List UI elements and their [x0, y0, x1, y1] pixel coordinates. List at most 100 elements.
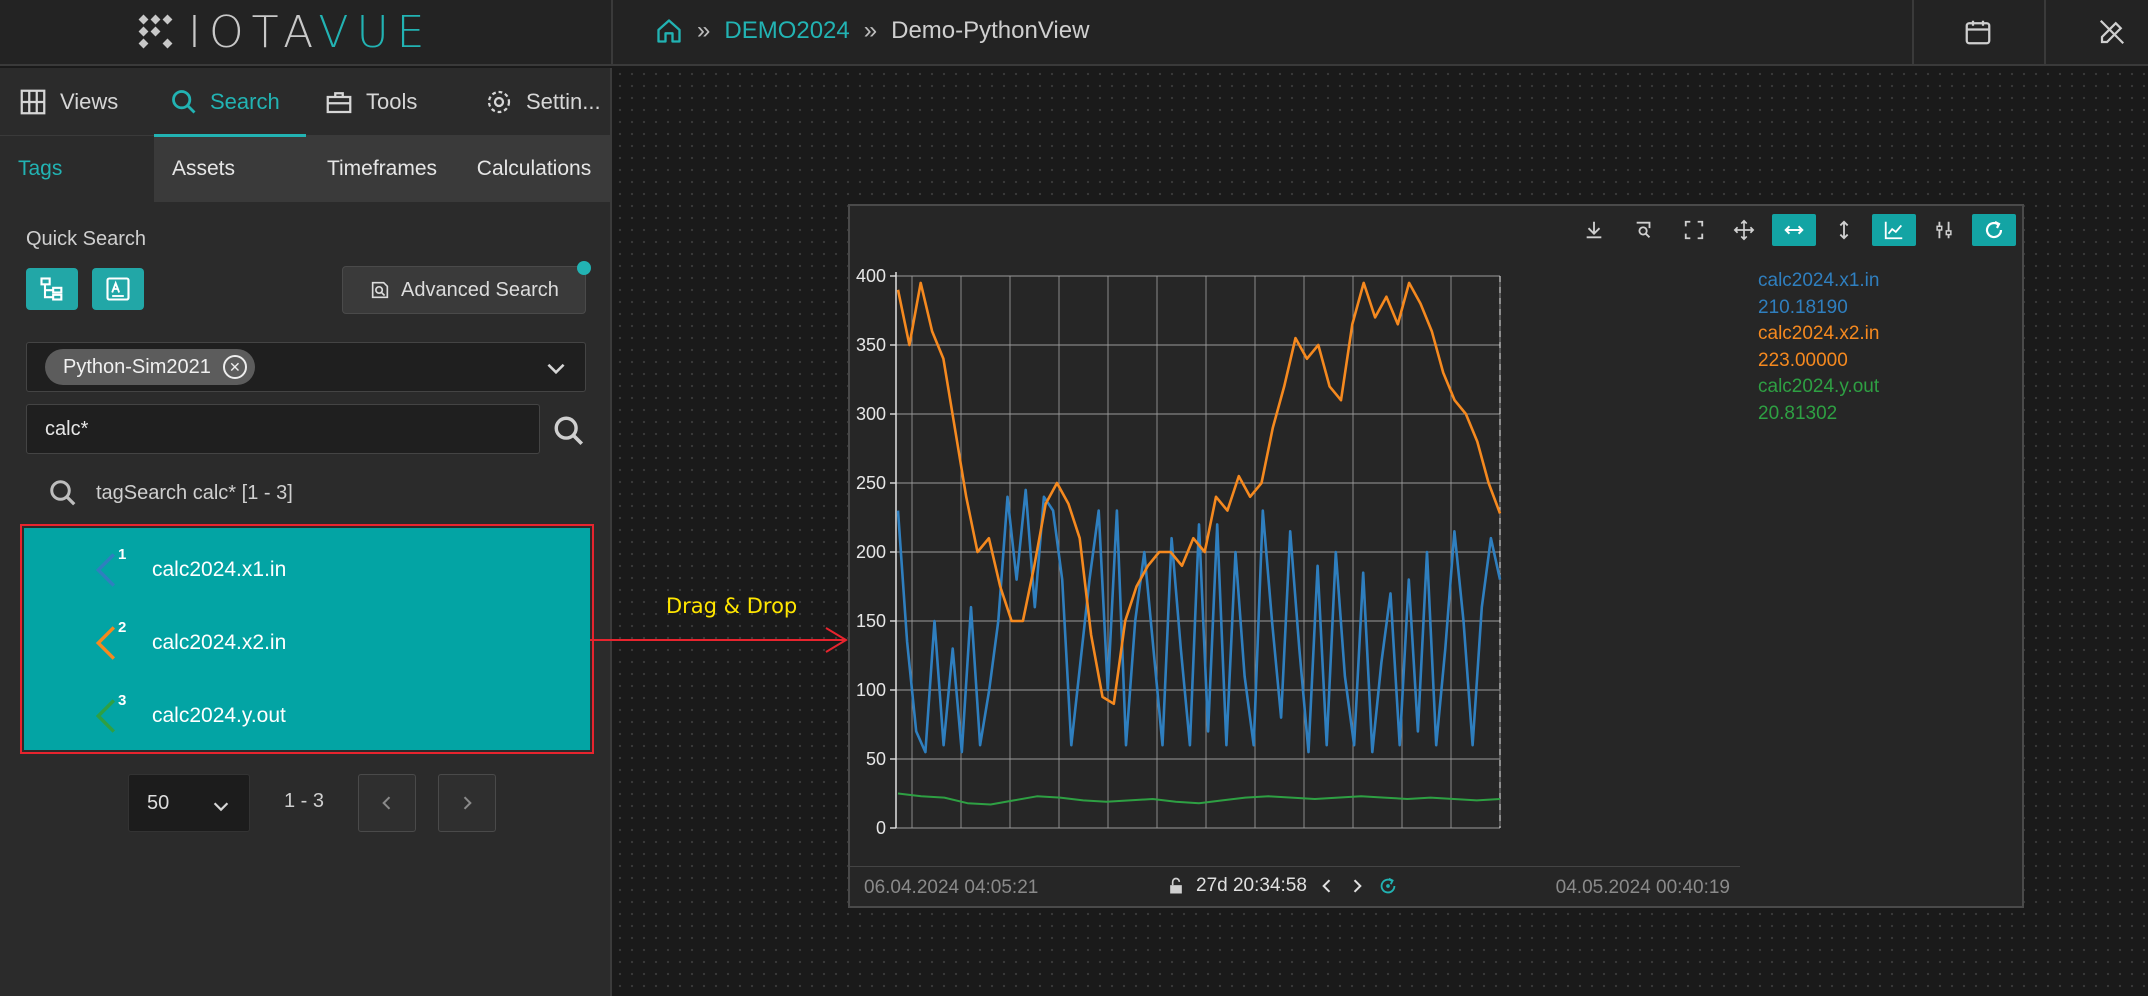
header-divider: [2044, 0, 2046, 66]
legend-series-value: 20.81302: [1758, 402, 1838, 424]
subtab-assets[interactable]: Assets: [154, 136, 306, 202]
y-tick-label: 50: [866, 749, 886, 769]
subtab-tags[interactable]: Tags: [0, 136, 154, 202]
sub-tabs: Tags Assets Timeframes Calculations: [0, 136, 610, 202]
chevron-left-icon: [382, 796, 391, 810]
y-tick-label: 250: [856, 473, 886, 493]
tag-label: calc2024.y.out: [152, 704, 286, 727]
logo-mark-icon: [138, 14, 173, 49]
legend-series-name[interactable]: calc2024.x2.in: [1758, 323, 1880, 344]
tree-view-button[interactable]: [26, 268, 78, 310]
notification-dot: [577, 261, 591, 275]
refresh-icon[interactable]: [1377, 875, 1399, 897]
series-line-3: [897, 792, 1501, 806]
calendar-button[interactable]: [1956, 12, 2000, 52]
move-icon: [1733, 219, 1755, 241]
text-box-icon: [106, 277, 130, 301]
tab-views[interactable]: Views: [0, 68, 154, 136]
grid-icon: [20, 89, 46, 115]
time-end: 04.05.2024 00:40:19: [1555, 877, 1730, 898]
tag-diamond-icon: [95, 553, 116, 587]
zoom-x-button[interactable]: [1772, 214, 1816, 246]
tag-number: 2: [118, 619, 127, 636]
text-search-button[interactable]: [92, 268, 144, 310]
y-tick-label: 150: [856, 611, 886, 631]
advanced-search-icon: [371, 281, 389, 299]
legend-series-name[interactable]: calc2024.x1.in: [1758, 270, 1880, 291]
tag-label: calc2024.x2.in: [152, 631, 287, 654]
fullscreen-button[interactable]: [1672, 214, 1716, 246]
page-size-select[interactable]: 50: [128, 774, 250, 832]
breadcrumb-link[interactable]: DEMO2024: [724, 17, 850, 44]
source-chip: Python-Sim2021 ✕: [45, 349, 255, 385]
home-icon[interactable]: [655, 17, 683, 45]
zoom-area-icon: [1636, 221, 1651, 238]
app-logo[interactable]: IOTAVUE: [138, 7, 432, 58]
y-tick-label: 400: [856, 266, 886, 286]
zoom-select-button[interactable]: [1622, 214, 1666, 246]
quick-search-label: Quick Search: [26, 228, 147, 250]
arrow-vertical-icon: [1839, 220, 1849, 240]
list-item[interactable]: 3 calc2024.y.out: [24, 678, 590, 750]
chevron-right-icon[interactable]: [1347, 876, 1367, 896]
search-input[interactable]: [26, 404, 540, 454]
edit-mode-button[interactable]: [2090, 12, 2134, 52]
tab-search[interactable]: Search: [154, 68, 306, 137]
time-start: 06.04.2024 04:05:21: [864, 877, 1039, 898]
chart-widget[interactable]: 0 50 100 150 200 250 300 350 400 calc2024.x1.in 2…: [848, 204, 2024, 908]
subtab-timeframes[interactable]: Timeframes: [306, 136, 458, 202]
chip-remove-icon[interactable]: ✕: [222, 355, 247, 379]
auto-refresh-button[interactable]: [1972, 214, 2016, 246]
download-button[interactable]: [1572, 214, 1616, 246]
chevron-left-icon[interactable]: [1317, 876, 1337, 896]
prev-page-button[interactable]: [358, 774, 416, 832]
advanced-search-button[interactable]: Advanced Search: [342, 261, 591, 314]
logo-text: IOTAVUE: [188, 6, 433, 58]
arrow-horizontal-icon: [1784, 225, 1804, 235]
chevron-down-icon[interactable]: [543, 355, 569, 381]
tab-settings[interactable]: Settin...: [458, 68, 610, 136]
search-icon[interactable]: [552, 414, 586, 448]
pan-button[interactable]: [1722, 214, 1766, 246]
drag-drop-annotation: Drag & Drop: [666, 594, 798, 618]
line-chart[interactable]: 0 50 100 150 200 250 300 350 400: [850, 256, 1750, 860]
refresh-icon: [1985, 221, 2003, 239]
chevron-double-right-icon: »: [863, 17, 878, 44]
legend-series-name[interactable]: calc2024.y.out: [1758, 376, 1880, 397]
page-range: 1 - 3: [284, 790, 325, 812]
calendar-icon: [1965, 20, 1991, 45]
chevron-down-icon: [213, 802, 229, 812]
breadcrumb-current: Demo-PythonView: [891, 17, 1090, 44]
next-page-button[interactable]: [438, 774, 496, 832]
list-item[interactable]: 2 calc2024.x2.in: [24, 605, 590, 677]
edit-off-icon: [2099, 19, 2125, 45]
chart-toolbar: [1572, 206, 2022, 256]
page-size-value: 50: [147, 791, 170, 814]
sidebar: Views Search Tools Settin... Ta: [0, 68, 612, 996]
lock-open-icon[interactable]: [1166, 876, 1186, 896]
tag-number: 1: [118, 546, 127, 563]
search-icon: [50, 480, 76, 506]
result-list: 1 calc2024.x1.in 2 calc2024.x2.in 3 calc…: [20, 524, 594, 754]
header-divider: [611, 0, 613, 66]
legend-series-value: 223.00000: [1758, 349, 1848, 371]
chart-legend: calc2024.x1.in 210.18190 calc2024.x2.in 223…: [1758, 268, 1879, 427]
fullscreen-icon: [1684, 220, 1704, 240]
breadcrumb: » DEMO2024 » Demo-PythonView: [655, 14, 1089, 48]
chevron-right-icon: [463, 796, 472, 810]
tab-search-label: Search: [210, 89, 280, 114]
subtab-calculations[interactable]: Calculations: [458, 136, 610, 202]
axis-settings-button[interactable]: [1922, 214, 1966, 246]
source-select[interactable]: Python-Sim2021 ✕: [26, 342, 586, 392]
zoom-y-button[interactable]: [1822, 214, 1866, 246]
tab-tools[interactable]: Tools: [306, 68, 458, 136]
search-icon: [172, 90, 196, 114]
app-header: IOTAVUE » DEMO2024 » Demo-PythonView: [0, 0, 2148, 66]
list-item[interactable]: 1 calc2024.x1.in: [24, 532, 590, 604]
line-chart-button[interactable]: [1872, 214, 1916, 246]
time-duration: 27d 20:34:58: [1196, 875, 1307, 896]
drag-arrow-icon: [590, 627, 848, 653]
download-icon: [1586, 221, 1602, 239]
y-tick-label: 200: [856, 542, 886, 562]
tree-icon: [40, 277, 63, 301]
